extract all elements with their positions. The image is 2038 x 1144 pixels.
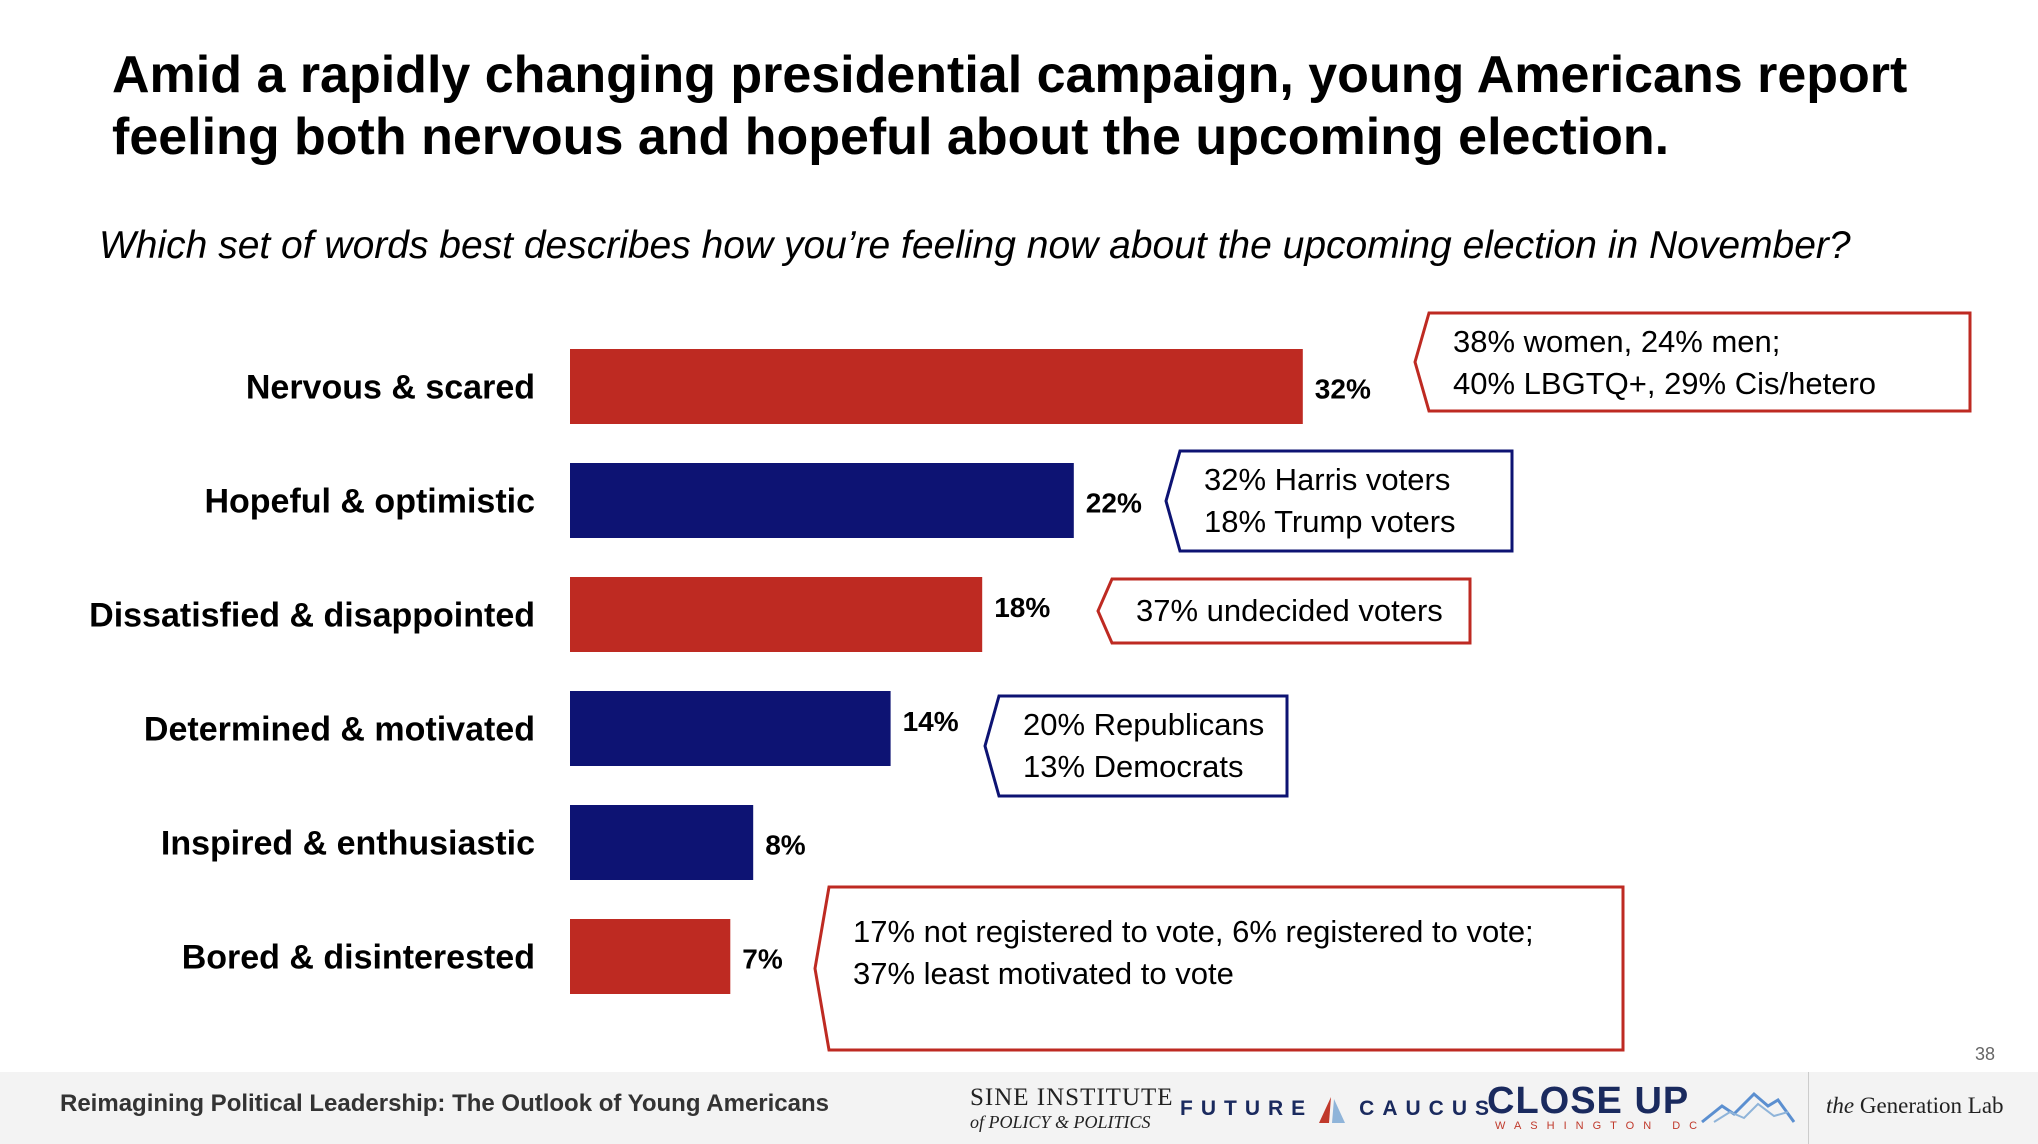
- category-label: Inspired & enthusiastic: [161, 825, 535, 863]
- close-up-logo: CLOSE UP WASHINGTON DC: [1487, 1082, 1706, 1132]
- survey-question: Which set of words best describes how yo…: [99, 224, 1851, 267]
- category-label: Dissatisfied & disappointed: [89, 597, 535, 635]
- bar: [570, 577, 983, 652]
- callout-text: 17% not registered to vote, 6% registere…: [853, 911, 1534, 995]
- value-label: 22%: [1086, 488, 1142, 519]
- value-label: 8%: [765, 830, 806, 861]
- callout-line: 17% not registered to vote, 6% registere…: [853, 914, 1534, 949]
- callout-box: [1413, 311, 1972, 413]
- bar-chart: Nervous & scared 32% Hopeful & optimistic 2…: [89, 311, 1972, 1052]
- callout-line: 18% Trump voters: [1204, 504, 1456, 539]
- future-caucus-logo: FUTURE CAUCUS: [1180, 1095, 1497, 1123]
- value-label: 7%: [742, 944, 783, 975]
- callout-line: 37% least motivated to vote: [853, 956, 1234, 991]
- future-caucus-right: CAUCUS: [1359, 1097, 1498, 1120]
- callout-text: 32% Harris voters 18% Trump voters: [1204, 459, 1456, 543]
- close-up-sub: WASHINGTON DC: [1495, 1120, 1707, 1132]
- category-label: Hopeful & optimistic: [204, 483, 535, 521]
- genlab-the: the: [1826, 1093, 1855, 1118]
- callout-text: 38% women, 24% men; 40% LBGTQ+, 29% Cis/h…: [1453, 321, 1876, 405]
- callout-box: [983, 694, 1289, 798]
- sine-logo-line1: SINE INSTITUTE: [970, 1084, 1174, 1111]
- bar: [570, 463, 1074, 538]
- callout-line: 38% women, 24% men;: [1453, 324, 1781, 359]
- callout-text: 37% undecided voters: [1136, 590, 1443, 632]
- bar: [570, 691, 891, 766]
- category-label: Nervous & scared: [246, 369, 535, 407]
- callout-box: [1096, 577, 1472, 645]
- bar: [570, 919, 731, 994]
- category-label: Bored & disinterested: [182, 939, 535, 977]
- genlab-name: Generation Lab: [1854, 1093, 2004, 1118]
- callout-text: 20% Republicans 13% Democrats: [1023, 704, 1264, 788]
- callout-box: [813, 885, 1625, 1052]
- footer-title: Reimagining Political Leadership: The Ou…: [60, 1090, 829, 1117]
- future-caucus-left: FUTURE: [1180, 1097, 1314, 1120]
- mountain-icon: [1701, 1091, 1796, 1124]
- value-label: 14%: [903, 706, 959, 737]
- value-label: 18%: [994, 592, 1050, 623]
- sine-institute-logo: SINE INSTITUTE of POLICY & POLITICS: [970, 1084, 1174, 1134]
- callout-line: 13% Democrats: [1023, 749, 1244, 784]
- footer-band: [0, 1072, 2038, 1144]
- value-label: 32%: [1315, 374, 1371, 405]
- callout-line: 20% Republicans: [1023, 707, 1265, 742]
- page-number: 38: [1975, 1044, 1996, 1064]
- callout-line: 40% LBGTQ+, 29% Cis/hetero: [1453, 366, 1877, 401]
- bar: [570, 349, 1303, 424]
- callout-line: 32% Harris voters: [1204, 462, 1451, 497]
- category-label: Determined & motivated: [144, 711, 535, 749]
- slide-title: Amid a rapidly changing presidential cam…: [112, 46, 1908, 166]
- sine-logo-line2: of POLICY & POLITICS: [970, 1112, 1151, 1132]
- callout-box: [1164, 449, 1514, 553]
- close-up-main: CLOSE UP: [1487, 1080, 1690, 1122]
- future-caucus-mark-icon: [1319, 1097, 1346, 1123]
- footer-divider: [1808, 1072, 1809, 1144]
- bar: [570, 805, 754, 880]
- generation-lab-logo: the Generation Lab: [1826, 1093, 2004, 1119]
- callout-line: 37% undecided voters: [1136, 593, 1443, 628]
